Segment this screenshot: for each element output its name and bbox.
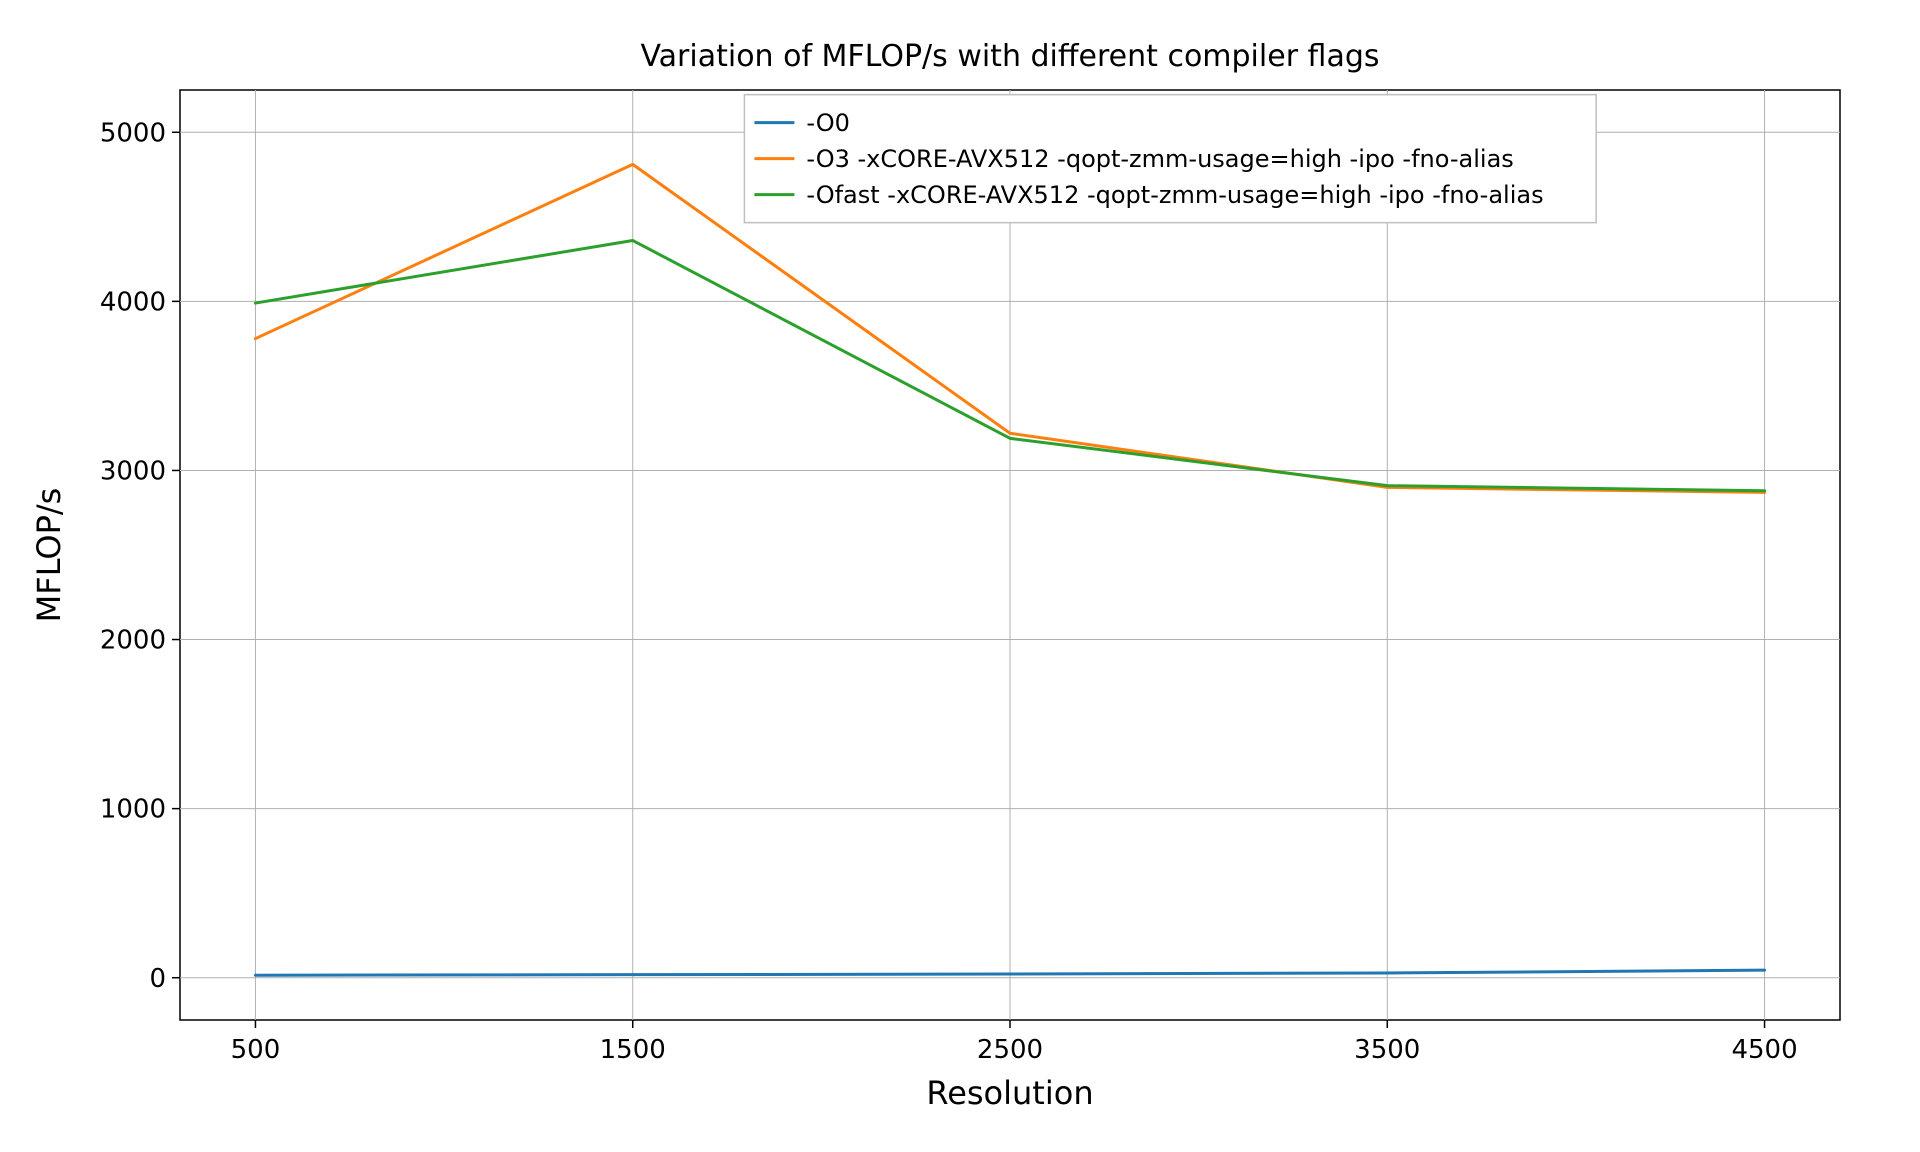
legend-label: -Ofast -xCORE-AVX512 -qopt-zmm-usage=hig… — [806, 181, 1543, 209]
ytick-label: 5000 — [100, 118, 166, 148]
line-chart: 500 1500 2500 3500 4500 0 1000 2000 3000 4000 5000… — [0, 0, 1920, 1152]
xtick-label: 3500 — [1354, 1035, 1420, 1065]
legend-label: -O0 — [806, 109, 850, 137]
xtick-label: 4500 — [1731, 1035, 1797, 1065]
x-axis-label: Resolution — [926, 1074, 1093, 1112]
xtick-label: 2500 — [977, 1035, 1043, 1065]
ytick-label: 4000 — [100, 287, 166, 317]
ytick-label: 1000 — [100, 795, 166, 825]
chart-container: 500 1500 2500 3500 4500 0 1000 2000 3000 4000 5000… — [0, 0, 1920, 1152]
ytick-label: 0 — [149, 964, 166, 994]
xtick-label: 1500 — [600, 1035, 666, 1065]
ytick-label: 2000 — [100, 626, 166, 656]
legend: -O0 -O3 -xCORE-AVX512 -qopt-zmm-usage=hig… — [744, 95, 1596, 223]
chart-title: Variation of MFLOP/s with different comp… — [640, 39, 1379, 74]
xtick-label: 500 — [231, 1035, 281, 1065]
y-axis-label: MFLOP/s — [30, 488, 68, 623]
ytick-label: 3000 — [100, 457, 166, 487]
legend-label: -O3 -xCORE-AVX512 -qopt-zmm-usage=high -… — [806, 145, 1513, 173]
